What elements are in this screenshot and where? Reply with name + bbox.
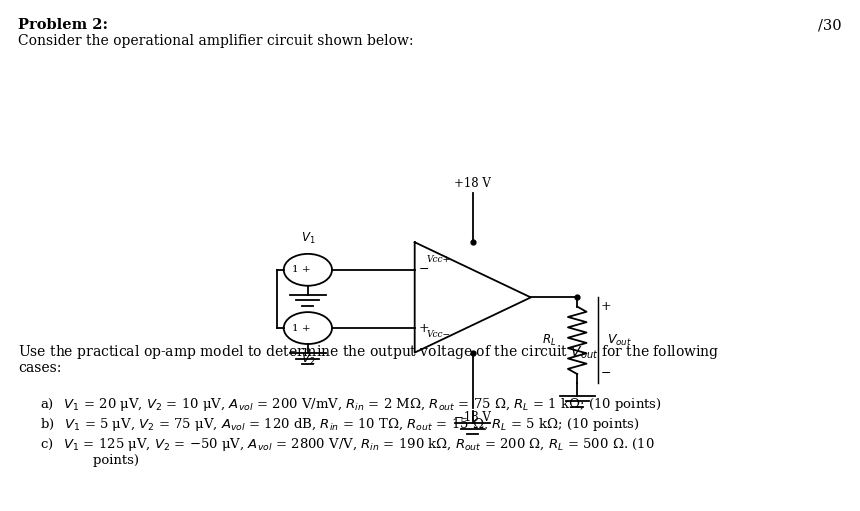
- Text: Use the practical op-amp model to determine the output voltage of the circuit $V: Use the practical op-amp model to determ…: [18, 343, 719, 361]
- Text: $V_2$: $V_2$: [301, 352, 315, 367]
- Text: Vcc−: Vcc−: [427, 330, 451, 339]
- Text: 1 +: 1 +: [292, 323, 310, 333]
- Text: Problem 2:: Problem 2:: [18, 18, 108, 32]
- Text: $V_{out}$: $V_{out}$: [607, 333, 633, 348]
- Text: /30: /30: [819, 18, 842, 32]
- Text: −18 V: −18 V: [454, 411, 491, 424]
- Text: $R_L$: $R_L$: [542, 333, 556, 348]
- Text: +: +: [419, 321, 429, 335]
- Text: +: +: [600, 300, 611, 313]
- Text: b)  $V_1$ = 5 μV, $V_2$ = 75 μV, $A_{vol}$ = 120 dB, $R_{in}$ = 10 TΩ, $R_{out}$: b) $V_1$ = 5 μV, $V_2$ = 75 μV, $A_{vol}…: [40, 416, 640, 433]
- Text: −: −: [419, 263, 429, 276]
- Text: a)  $V_1$ = 20 μV, $V_2$ = 10 μV, $A_{vol}$ = 200 V/mV, $R_{in}$ = 2 MΩ, $R_{out: a) $V_1$ = 20 μV, $V_2$ = 10 μV, $A_{vol…: [40, 396, 662, 413]
- Text: $V_1$: $V_1$: [301, 231, 315, 246]
- Text: −: −: [600, 367, 611, 380]
- Text: c)  $V_1$ = 125 μV, $V_2$ = −50 μV, $A_{vol}$ = 2800 V/V, $R_{in}$ = 190 kΩ, $R_: c) $V_1$ = 125 μV, $V_2$ = −50 μV, $A_{v…: [40, 436, 654, 453]
- Text: 1 +: 1 +: [292, 265, 310, 274]
- Text: Consider the operational amplifier circuit shown below:: Consider the operational amplifier circu…: [18, 34, 414, 48]
- Text: points): points): [58, 454, 139, 467]
- Text: cases:: cases:: [18, 361, 61, 375]
- Text: Vcc+: Vcc+: [427, 254, 451, 264]
- Text: +18 V: +18 V: [454, 177, 491, 190]
